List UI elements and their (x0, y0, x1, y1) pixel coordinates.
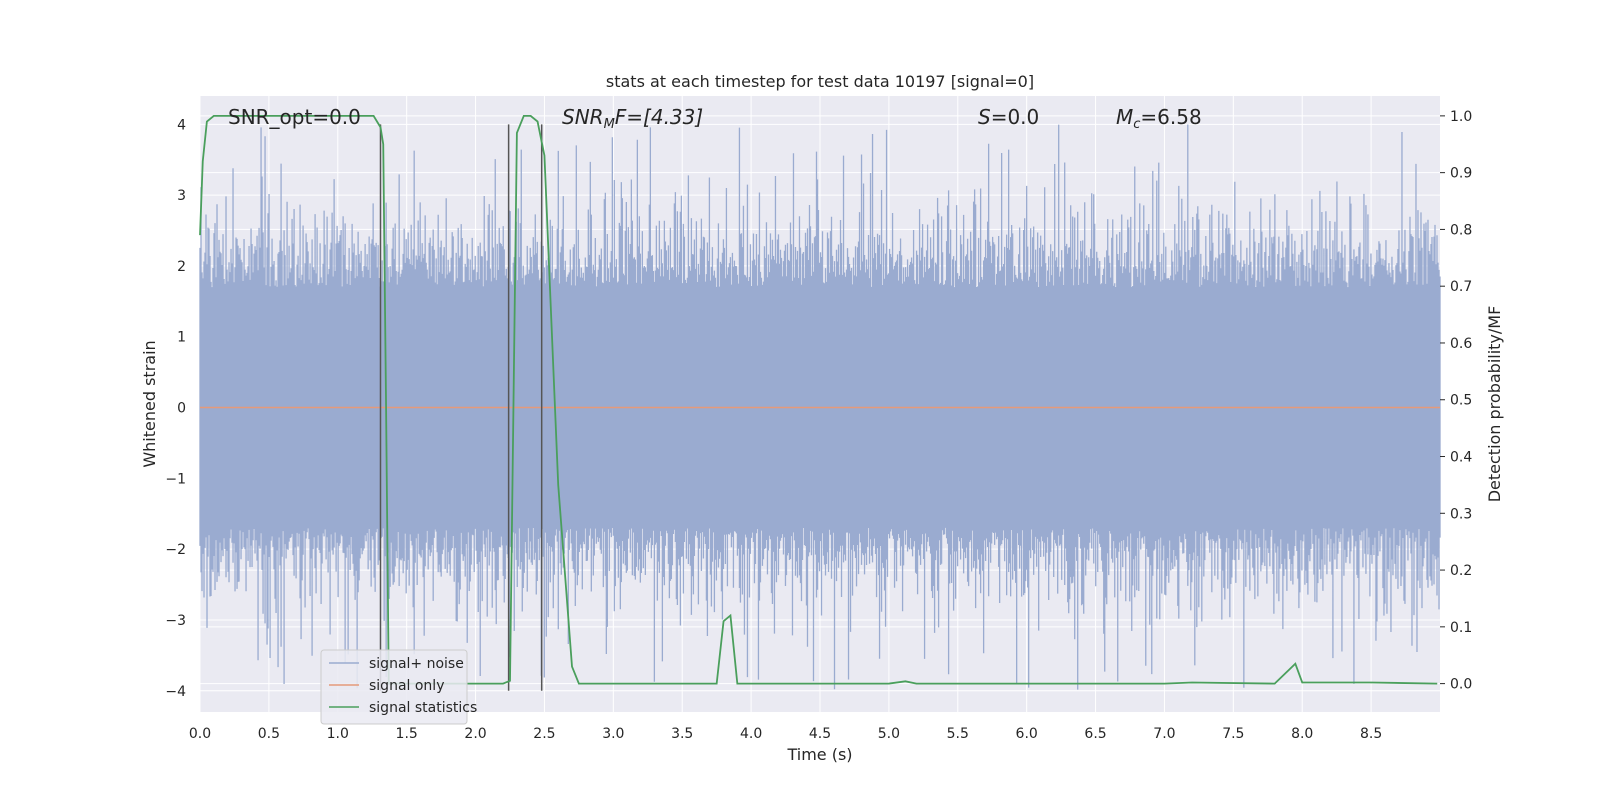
x-tick-label: 7.5 (1222, 726, 1244, 742)
y-tick-label: 1 (177, 330, 186, 346)
series-signal-plus-noise (199, 124, 1441, 690)
x-tick-label: 8.5 (1360, 726, 1382, 742)
x-tick-label: 5.0 (878, 726, 900, 742)
marker-lines (379, 124, 543, 691)
y2-tick-label: 0.3 (1450, 506, 1472, 522)
x-tick-label: 1.5 (396, 726, 418, 742)
series-signal-statistics (199, 114, 1438, 685)
x-tick-label: 1.0 (327, 726, 349, 742)
x-tick-label: 5.5 (947, 726, 969, 742)
y-tick-label: 2 (177, 259, 186, 275)
annotation-mc: Mc=6.58 (1116, 105, 1202, 132)
x-tick-label: 2.5 (533, 726, 555, 742)
y2-axis-ticks: 0.0 0.1 0.2 0.3 0.4 0.5 0.6 0.7 0.8 0.9 1.0 (1440, 109, 1472, 693)
x-tick-label: 4.0 (740, 726, 762, 742)
y2-tick-label: 0.2 (1450, 563, 1472, 579)
y-tick-label: −1 (165, 471, 186, 487)
y-tick-label: −2 (165, 542, 186, 558)
y2-tick-label: 1.0 (1450, 109, 1472, 125)
x-tick-label: 8.0 (1291, 726, 1313, 742)
y-tick-label: 4 (177, 117, 186, 133)
y2-tick-label: 0.8 (1450, 222, 1472, 238)
y2-tick-label: 0.9 (1450, 166, 1472, 182)
series-line-signal-statistics (199, 114, 1438, 685)
y-tick-label: −4 (165, 684, 186, 700)
annotation-snr-mf: SNRMF=[4.33] (562, 105, 703, 132)
legend-label-signal-plus-noise: signal+ noise (369, 656, 464, 672)
x-tick-label: 0.0 (189, 726, 211, 742)
legend-label-signal-only: signal only (369, 678, 444, 694)
x-tick-label: 4.5 (809, 726, 831, 742)
x-axis-ticks: 0.0 0.5 1.0 1.5 2.0 2.5 3.0 3.5 4.0 4.5 5.0 5.5 6.0 6… (189, 726, 1382, 742)
y2-tick-label: 0.5 (1450, 393, 1472, 409)
y2-tick-label: 0.4 (1450, 450, 1472, 466)
x-tick-label: 6.5 (1084, 726, 1106, 742)
y2-axis-title: Detection probability/MF (1485, 306, 1504, 503)
x-tick-label: 3.0 (602, 726, 624, 742)
y2-tick-label: 0.0 (1450, 677, 1472, 693)
y-axis-title: Whitened strain (140, 340, 159, 467)
y2-tick-label: 0.7 (1450, 279, 1472, 295)
annotation-s: S=0.0 (978, 105, 1039, 129)
x-tick-label: 7.0 (1153, 726, 1175, 742)
y-tick-label: 0 (177, 401, 186, 417)
x-axis-title: Time (s) (786, 745, 852, 764)
chart-title: stats at each timestep for test data 101… (606, 72, 1034, 91)
y2-tick-label: 0.1 (1450, 620, 1472, 636)
x-tick-label: 3.5 (671, 726, 693, 742)
annotation-snr-opt: SNR_opt=0.0 (228, 105, 361, 129)
y-tick-label: 3 (177, 188, 186, 204)
y-tick-label: −3 (165, 613, 186, 629)
x-tick-label: 0.5 (258, 726, 280, 742)
legend-box (320, 649, 468, 725)
y2-tick-label: 0.6 (1450, 336, 1472, 352)
x-tick-label: 6.0 (1016, 726, 1038, 742)
series-line-signal-plus-noise (199, 124, 1441, 690)
legend: signal+ noise signal only signal statist… (320, 649, 477, 725)
x-tick-label: 2.0 (464, 726, 486, 742)
legend-label-signal-statistics: signal statistics (369, 700, 477, 716)
y-axis-ticks: −4 −3 −2 −1 0 1 2 3 4 (165, 117, 186, 699)
